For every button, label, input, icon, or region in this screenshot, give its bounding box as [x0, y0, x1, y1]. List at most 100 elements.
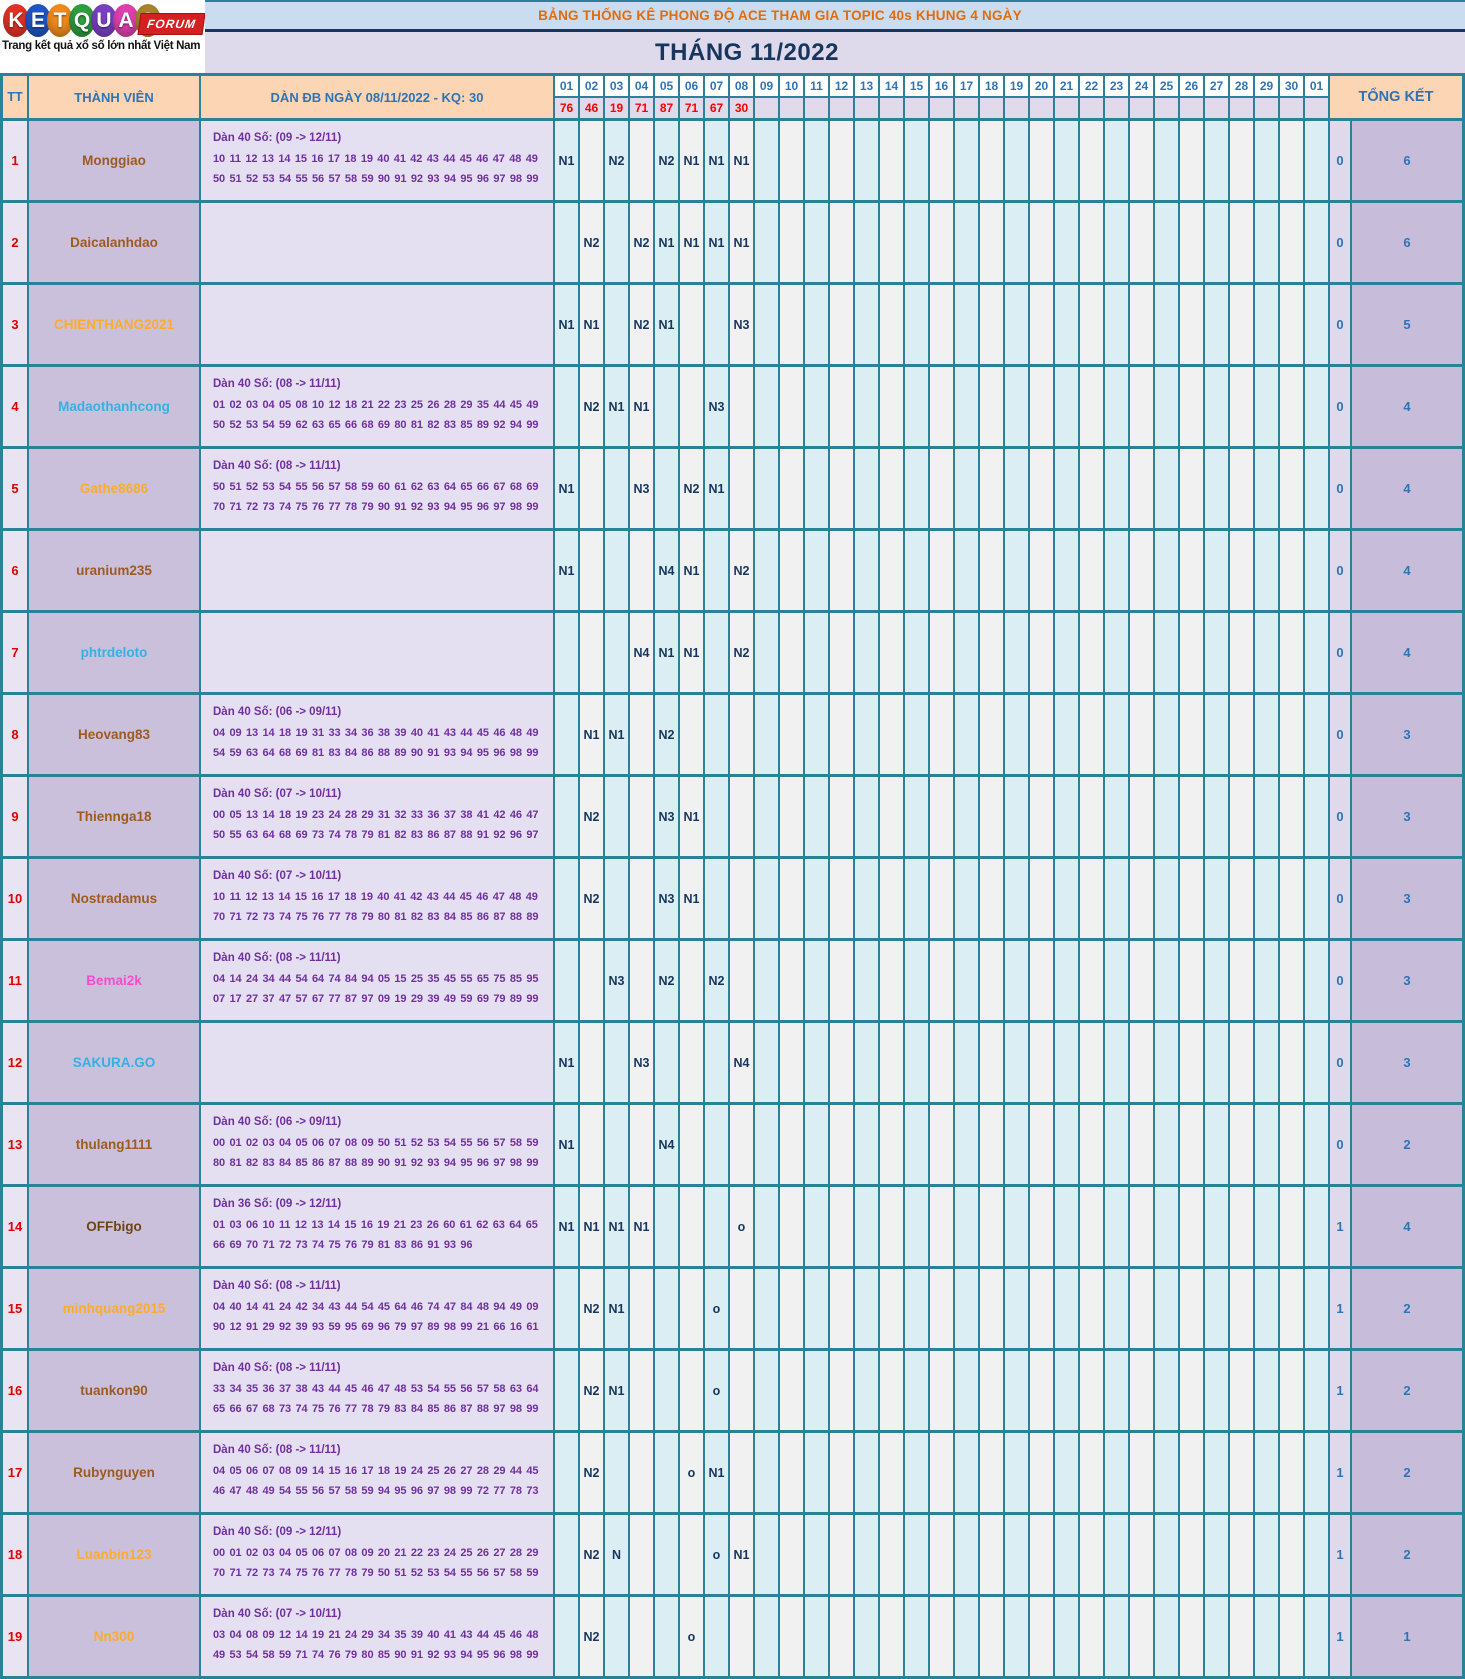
day-cell	[980, 1187, 1003, 1266]
day-cell	[1080, 1597, 1103, 1676]
dan-label: Dàn 40 Số: (08 -> 11/11)	[213, 1280, 341, 1292]
day-cell	[1005, 1105, 1028, 1184]
day-result-cell: 71	[680, 98, 703, 118]
member-name: uranium235	[29, 531, 199, 610]
day-cell: N1	[630, 367, 653, 446]
member-row: 11 Bemai2k Dàn 40 Số: (08 -> 11/11) 04 1…	[3, 941, 1462, 1020]
day-cell	[980, 1433, 1003, 1512]
day-cell	[1105, 1433, 1128, 1512]
day-cell	[1255, 1187, 1278, 1266]
dan-cell: Dàn 40 Số: (08 -> 11/11) 50 51 52 53 54 …	[201, 449, 553, 528]
row-index: 11	[3, 941, 27, 1020]
dan-label: Dàn 36 Số: (09 -> 12/11)	[213, 1198, 342, 1210]
day-cell: N3	[630, 1023, 653, 1102]
day-cell	[1230, 1105, 1253, 1184]
dan-label: Dàn 40 Số: (06 -> 09/11)	[213, 706, 342, 718]
day-cell	[605, 449, 628, 528]
day-result-cell: 46	[580, 98, 603, 118]
day-cell	[1105, 1269, 1128, 1348]
day-cell	[555, 1433, 578, 1512]
day-cell	[780, 1351, 803, 1430]
day-cell	[1105, 1023, 1128, 1102]
day-cell	[930, 1269, 953, 1348]
day-cell	[755, 1433, 778, 1512]
day-cell	[1305, 1269, 1328, 1348]
day-cell: N3	[630, 449, 653, 528]
day-cell	[1230, 613, 1253, 692]
row-index: 1	[3, 121, 27, 200]
day-cell	[855, 203, 878, 282]
day-cell	[1055, 121, 1078, 200]
day-cell	[1230, 1433, 1253, 1512]
day-cell	[1230, 777, 1253, 856]
day-cell	[755, 777, 778, 856]
day-cell	[1130, 1433, 1153, 1512]
day-result-cell: 30	[730, 98, 753, 118]
day-cell	[780, 1269, 803, 1348]
total-hit-cell: 2	[1352, 1515, 1462, 1594]
day-cell	[1205, 1433, 1228, 1512]
day-cell	[705, 777, 728, 856]
day-cell	[1180, 613, 1203, 692]
day-cell	[1305, 695, 1328, 774]
day-cell	[1305, 1515, 1328, 1594]
day-result-cell	[755, 98, 778, 118]
day-cell	[705, 285, 728, 364]
day-cell	[1130, 203, 1153, 282]
day-cell	[1155, 1433, 1178, 1512]
day-cell	[805, 203, 828, 282]
total-miss-cell: 0	[1330, 121, 1350, 200]
day-cell	[1280, 1351, 1303, 1430]
day-cell	[880, 531, 903, 610]
day-cell	[655, 1597, 678, 1676]
day-cell	[1005, 1433, 1028, 1512]
day-cell	[555, 1269, 578, 1348]
day-cell	[930, 203, 953, 282]
day-cell	[955, 367, 978, 446]
day-cell	[1280, 1105, 1303, 1184]
day-cell	[1030, 1597, 1053, 1676]
dan-numbers: 04 09 13 14 18 19 31 33 34 36 38 39 40 4…	[213, 726, 539, 760]
day-cell	[1230, 1597, 1253, 1676]
day-cell	[1205, 1351, 1228, 1430]
day-cell	[955, 121, 978, 200]
day-cell: N3	[730, 285, 753, 364]
total-hit-cell: 3	[1352, 695, 1462, 774]
day-cell	[1030, 531, 1053, 610]
dan-cell: Dàn 40 Số: (07 -> 10/11) 10 11 12 13 14 …	[201, 859, 553, 938]
day-cell	[780, 695, 803, 774]
member-name: Heovang83	[29, 695, 199, 774]
day-cell	[1080, 1105, 1103, 1184]
day-result-cell	[1205, 98, 1228, 118]
day-cell	[1255, 531, 1278, 610]
day-cell: N2	[630, 285, 653, 364]
row-index: 4	[3, 367, 27, 446]
day-cell	[580, 121, 603, 200]
day-cell	[830, 449, 853, 528]
day-cell	[1230, 203, 1253, 282]
day-cell	[880, 121, 903, 200]
table-header-row: TT THÀNH VIÊN DÀN ĐB NGÀY 08/11/2022 - K…	[3, 76, 1462, 118]
day-cell	[1005, 203, 1028, 282]
day-cell	[880, 367, 903, 446]
day-cell	[1205, 1105, 1228, 1184]
day-result-cell	[1230, 98, 1253, 118]
total-hit-cell: 4	[1352, 613, 1462, 692]
day-cell	[1055, 695, 1078, 774]
day-cell	[1280, 203, 1303, 282]
day-result-cell	[1180, 98, 1203, 118]
day-cell	[980, 285, 1003, 364]
dan-numbers: 00 01 02 03 04 05 06 07 08 09 20 21 22 2…	[213, 1546, 539, 1580]
day-cell	[780, 1023, 803, 1102]
day-cell: N1	[680, 121, 703, 200]
day-cell	[1205, 367, 1228, 446]
day-cell	[680, 285, 703, 364]
day-header-cell: 10	[780, 76, 803, 96]
dan-label: Dàn 40 Số: (06 -> 09/11)	[213, 1116, 342, 1128]
day-cell	[580, 613, 603, 692]
day-cell	[1155, 859, 1178, 938]
day-cell	[1230, 1023, 1253, 1102]
day-cell	[1155, 1351, 1178, 1430]
member-row: 9 Thiennga18 Dàn 40 Số: (07 -> 10/11) 00…	[3, 777, 1462, 856]
total-miss-cell: 0	[1330, 449, 1350, 528]
